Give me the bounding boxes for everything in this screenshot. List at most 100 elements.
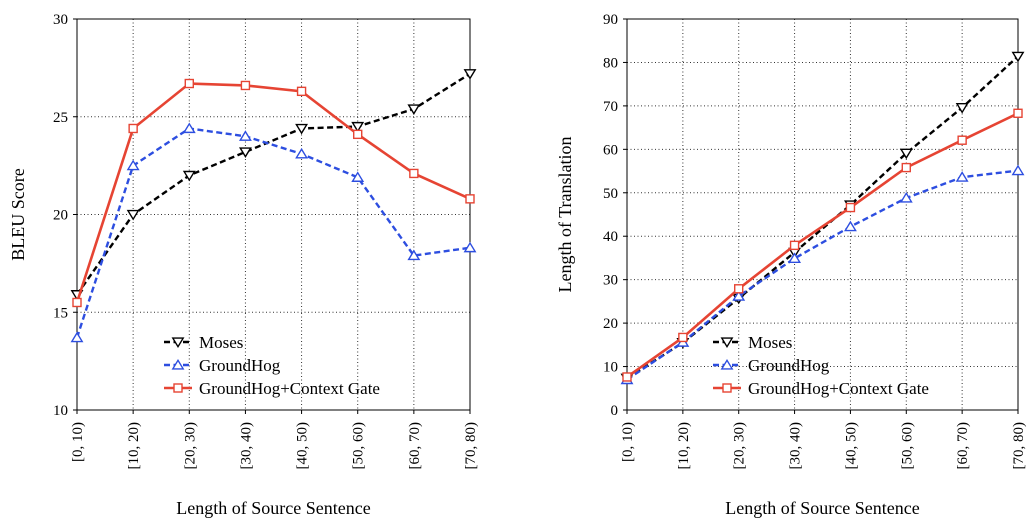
x-tick-label: [60, 70) — [955, 422, 971, 470]
y-tick-label: 25 — [53, 110, 68, 126]
data-point — [899, 148, 913, 160]
y-tick-label: 70 — [603, 99, 618, 115]
series-groundhog — [70, 122, 477, 343]
y-tick-label: 10 — [603, 360, 618, 376]
data-point — [901, 162, 911, 173]
y-tick-label: 10 — [53, 403, 68, 419]
data-point — [957, 135, 967, 145]
x-tick-label: [20, 30) — [182, 422, 198, 470]
x-tick-label: [10, 20) — [676, 422, 692, 470]
data-point — [899, 191, 913, 203]
data-point — [407, 249, 421, 261]
legend-label: Moses — [199, 333, 243, 352]
chart-panel-2: 0 10 20 30 40 50 60 70 80 90 [0, 10) [10, 20) [20, 3… — [555, 12, 1027, 518]
data-point — [126, 209, 140, 221]
data-point — [463, 69, 477, 80]
data-point — [955, 103, 969, 114]
data-point — [72, 297, 82, 308]
x-tick-label: [0, 10) — [620, 422, 636, 462]
series-moses — [70, 69, 477, 301]
data-point — [955, 171, 969, 182]
data-point — [678, 332, 688, 343]
y-tick-label: 60 — [603, 142, 618, 158]
legend-marker — [720, 337, 734, 349]
data-point — [409, 168, 419, 179]
plot-frame — [76, 18, 471, 411]
plot-frame — [626, 18, 1019, 411]
x-axis-label: Length of Source Sentence — [725, 498, 919, 518]
x-tick-label: [30, 40) — [238, 422, 254, 470]
x-tick-label: [50, 60) — [899, 422, 915, 470]
data-point — [622, 372, 632, 382]
y-tick-label: 50 — [603, 186, 618, 202]
data-point — [465, 194, 475, 204]
data-point — [845, 202, 856, 213]
data-point — [238, 130, 252, 141]
data-point — [732, 290, 746, 301]
legend-marker — [173, 383, 183, 393]
y-tick-label: 15 — [53, 305, 68, 321]
legend-marker — [720, 358, 734, 370]
x-tick-label: [70, 80) — [463, 422, 479, 470]
y-tick-label: 20 — [603, 316, 618, 332]
y-axis-label: Length of Translation — [555, 137, 575, 293]
series-line — [76, 72, 471, 296]
data-point — [788, 252, 802, 263]
data-point — [295, 147, 309, 159]
data-point — [184, 78, 194, 89]
x-tick-label: [70, 80) — [1011, 422, 1027, 470]
series-line — [626, 112, 1019, 379]
x-tick-label: [60, 70) — [407, 422, 423, 470]
y-tick-label: 90 — [603, 12, 618, 28]
x-tick-label: [20, 30) — [732, 422, 748, 470]
y-tick-label: 30 — [603, 273, 618, 289]
legend-marker — [722, 383, 732, 393]
legend-label: GroundHog+Context Gate — [748, 379, 929, 398]
data-point — [295, 123, 309, 135]
data-point — [70, 331, 84, 343]
data-point — [128, 123, 138, 134]
data-point — [351, 121, 365, 133]
x-tick-label: [0, 10) — [70, 422, 86, 462]
data-point — [789, 240, 800, 251]
y-tick-label: 20 — [53, 208, 68, 224]
series-groundhog-context-gate — [72, 78, 475, 308]
legend-marker — [171, 337, 185, 349]
legend-marker — [171, 358, 185, 370]
data-point — [126, 159, 140, 171]
y-tick-label: 30 — [53, 12, 68, 28]
legend-label: GroundHog — [199, 356, 281, 375]
x-tick-label: [50, 60) — [351, 422, 367, 470]
data-point — [1011, 51, 1025, 63]
series-line — [626, 169, 1019, 381]
data-point — [240, 80, 251, 91]
y-tick-label: 40 — [603, 229, 618, 245]
x-axis-label: Length of Source Sentence — [176, 498, 370, 518]
y-axis-label: BLEU Score — [8, 168, 28, 260]
series-line — [75, 127, 471, 339]
data-point — [182, 170, 196, 182]
series-groundhog — [620, 164, 1025, 385]
data-point — [463, 241, 477, 253]
data-point — [1011, 164, 1025, 176]
data-point — [351, 171, 365, 182]
data-point — [353, 129, 363, 140]
legend-label: Moses — [748, 333, 792, 352]
y-tick-label: 0 — [611, 403, 619, 419]
legend-label: GroundHog — [748, 356, 830, 375]
x-tick-label: [40, 50) — [295, 422, 311, 470]
data-point — [182, 122, 196, 134]
x-tick-label: [30, 40) — [788, 422, 804, 470]
legend: Moses GroundHog GroundHog+Context Gate — [164, 333, 380, 398]
data-point — [238, 147, 252, 158]
data-point — [1013, 108, 1023, 118]
legend: Moses GroundHog GroundHog+Context Gate — [713, 333, 929, 398]
x-tick-label: [40, 50) — [843, 422, 859, 470]
series-groundhog-context-gate — [622, 108, 1023, 382]
data-point — [843, 220, 857, 232]
chart-panel-1: 10 15 20 25 30 [0, 10) [10, 20) [20, 30) [30, 40… — [8, 12, 479, 518]
data-point — [734, 284, 744, 294]
data-point — [407, 104, 421, 115]
